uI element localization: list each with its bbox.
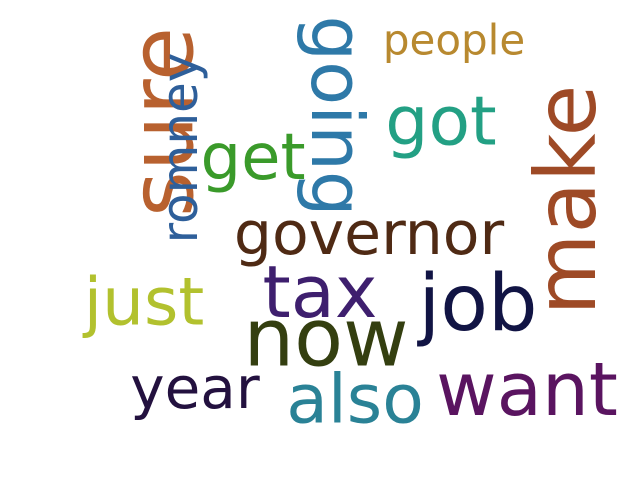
word-going: going bbox=[295, 15, 379, 216]
word-want: want bbox=[436, 347, 618, 433]
word-make: make bbox=[517, 85, 615, 316]
word-governor: governor bbox=[234, 199, 505, 269]
word-just: just bbox=[82, 264, 204, 341]
word-romney: romney bbox=[151, 53, 209, 244]
word-sure: sure bbox=[111, 27, 214, 217]
word-job: job bbox=[417, 259, 538, 349]
word-tax: tax bbox=[263, 250, 378, 334]
word-year: year bbox=[130, 354, 260, 422]
word-got: got bbox=[385, 83, 496, 162]
word-people: people bbox=[383, 16, 525, 65]
word-also: also bbox=[286, 361, 424, 440]
word-now: now bbox=[243, 292, 408, 385]
word-get: get bbox=[200, 121, 305, 195]
